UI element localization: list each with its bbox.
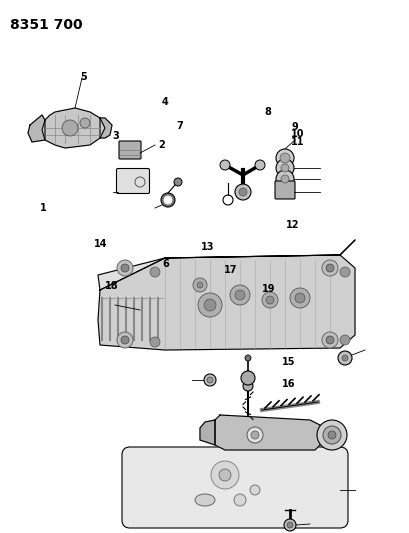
Circle shape <box>117 332 133 348</box>
Circle shape <box>289 288 309 308</box>
Circle shape <box>286 522 292 528</box>
Circle shape <box>283 519 295 531</box>
Circle shape <box>150 267 160 277</box>
Circle shape <box>261 292 277 308</box>
Polygon shape <box>214 415 319 450</box>
Circle shape <box>234 184 250 200</box>
Circle shape <box>80 118 90 128</box>
Text: 15: 15 <box>281 358 295 367</box>
Circle shape <box>193 278 207 292</box>
Circle shape <box>341 355 347 361</box>
Text: 18: 18 <box>104 281 118 290</box>
Text: 17: 17 <box>223 265 236 274</box>
Circle shape <box>204 374 216 386</box>
FancyBboxPatch shape <box>274 181 294 199</box>
Circle shape <box>322 426 340 444</box>
Circle shape <box>321 260 337 276</box>
Text: 9: 9 <box>290 122 297 132</box>
Circle shape <box>250 431 258 439</box>
Circle shape <box>211 461 238 489</box>
Ellipse shape <box>195 494 214 506</box>
Circle shape <box>337 351 351 365</box>
Text: 3: 3 <box>112 131 119 141</box>
Circle shape <box>207 377 213 383</box>
Circle shape <box>234 494 245 506</box>
Text: 16: 16 <box>281 379 295 389</box>
Circle shape <box>121 336 129 344</box>
Circle shape <box>321 332 337 348</box>
Text: 12: 12 <box>285 220 299 230</box>
FancyBboxPatch shape <box>116 168 149 193</box>
Circle shape <box>316 420 346 450</box>
Circle shape <box>246 427 262 443</box>
Circle shape <box>198 293 221 317</box>
Circle shape <box>339 267 349 277</box>
Text: 8: 8 <box>264 107 271 117</box>
Circle shape <box>150 337 160 347</box>
Text: 1: 1 <box>40 203 47 213</box>
FancyBboxPatch shape <box>119 141 141 159</box>
Text: 10: 10 <box>290 130 304 139</box>
Circle shape <box>238 188 246 196</box>
Polygon shape <box>200 420 214 445</box>
Text: 8351 700: 8351 700 <box>10 18 83 32</box>
Circle shape <box>240 371 254 385</box>
Circle shape <box>161 193 175 207</box>
Polygon shape <box>28 115 45 142</box>
Circle shape <box>218 469 230 481</box>
Circle shape <box>117 260 133 276</box>
Circle shape <box>220 160 229 170</box>
Circle shape <box>243 381 252 391</box>
Circle shape <box>339 335 349 345</box>
Polygon shape <box>100 118 112 138</box>
Text: 5: 5 <box>80 72 86 82</box>
Text: 7: 7 <box>176 121 182 131</box>
Text: 19: 19 <box>261 285 274 294</box>
Text: 4: 4 <box>162 98 168 107</box>
Text: 11: 11 <box>290 138 304 147</box>
Circle shape <box>280 164 288 172</box>
Text: 6: 6 <box>162 259 168 269</box>
Circle shape <box>265 296 273 304</box>
Circle shape <box>121 264 129 272</box>
FancyBboxPatch shape <box>122 447 347 528</box>
Text: 2: 2 <box>157 140 164 150</box>
Circle shape <box>275 170 293 188</box>
Circle shape <box>279 153 289 163</box>
Circle shape <box>229 285 249 305</box>
Text: 14: 14 <box>94 239 108 248</box>
Circle shape <box>164 196 172 204</box>
Polygon shape <box>98 240 354 290</box>
Circle shape <box>249 485 259 495</box>
Circle shape <box>275 159 293 177</box>
Polygon shape <box>98 255 354 350</box>
Circle shape <box>234 290 245 300</box>
Circle shape <box>173 178 182 186</box>
Circle shape <box>254 160 264 170</box>
Circle shape <box>294 293 304 303</box>
Circle shape <box>280 175 288 183</box>
Circle shape <box>327 431 335 439</box>
Polygon shape <box>42 108 105 148</box>
Circle shape <box>325 336 333 344</box>
Circle shape <box>245 355 250 361</box>
Text: 13: 13 <box>200 242 214 252</box>
Circle shape <box>275 149 293 167</box>
Circle shape <box>196 282 202 288</box>
Circle shape <box>62 120 78 136</box>
Circle shape <box>325 264 333 272</box>
Circle shape <box>204 299 216 311</box>
